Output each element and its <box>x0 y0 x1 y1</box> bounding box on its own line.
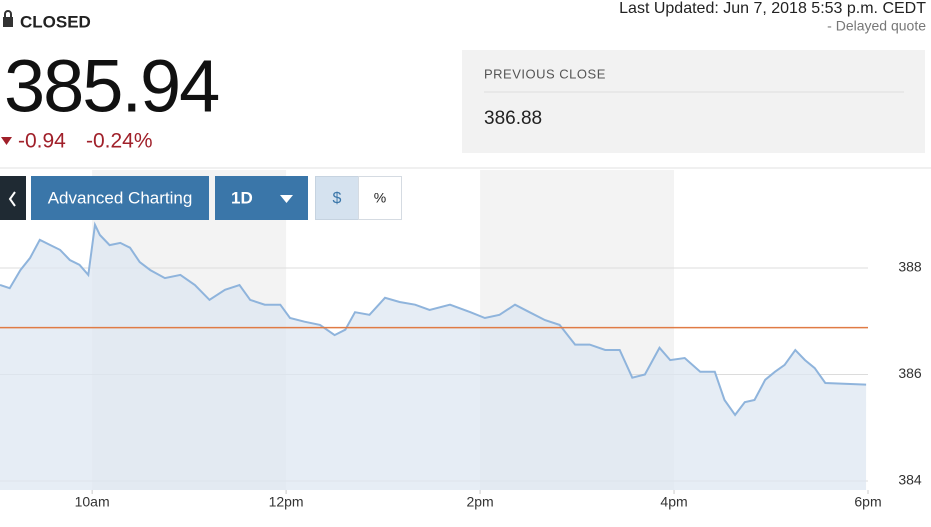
percent-button[interactable] <box>358 176 402 220</box>
status: CLOSED <box>20 12 91 31</box>
x-tick-label: 12pm <box>269 494 304 510</box>
x-tick-label: 6pm <box>854 494 881 510</box>
area <box>0 224 867 491</box>
last-updated: Last Updated: Jun 7, 2018 5:53 p.m. CEDT <box>619 0 926 17</box>
dropdown-arrow <box>280 195 293 203</box>
advanced-charting-button[interactable] <box>31 176 209 220</box>
percent-label: % <box>374 190 386 206</box>
change-percent: -0.24% <box>86 130 153 153</box>
price-line <box>0 221 867 417</box>
change: -0.94 <box>18 130 66 153</box>
down-arrow <box>1 137 12 145</box>
range-dropdown[interactable] <box>215 176 308 220</box>
previous-close-panel <box>462 50 925 153</box>
price: 385.94 <box>4 45 218 128</box>
x-tick-label: 2pm <box>466 494 493 510</box>
y-tick-label: 384 <box>898 472 922 488</box>
dollar-label: $ <box>333 190 342 207</box>
x-tick-label: 10am <box>75 494 110 510</box>
y-tick-label: 388 <box>898 259 922 275</box>
advanced-charting-label: Advanced Charting <box>48 188 193 207</box>
dollar-button[interactable] <box>315 176 359 220</box>
y-tick-label: 386 <box>898 365 922 381</box>
previous-close-value: 386.88 <box>484 108 542 129</box>
back-button[interactable] <box>0 176 26 220</box>
range-label: 1D <box>231 188 253 207</box>
back-icon <box>8 191 16 207</box>
lock-icon <box>3 17 13 27</box>
lock-shackle <box>4 10 12 17</box>
previous-close-label: PREVIOUS CLOSE <box>484 66 606 81</box>
x-tick-label: 4pm <box>660 494 687 510</box>
chart: 384 386 388 10am 12pm 2pm 4pm 6pm <box>0 170 922 510</box>
delayed-quote: - Delayed quote <box>827 18 926 34</box>
